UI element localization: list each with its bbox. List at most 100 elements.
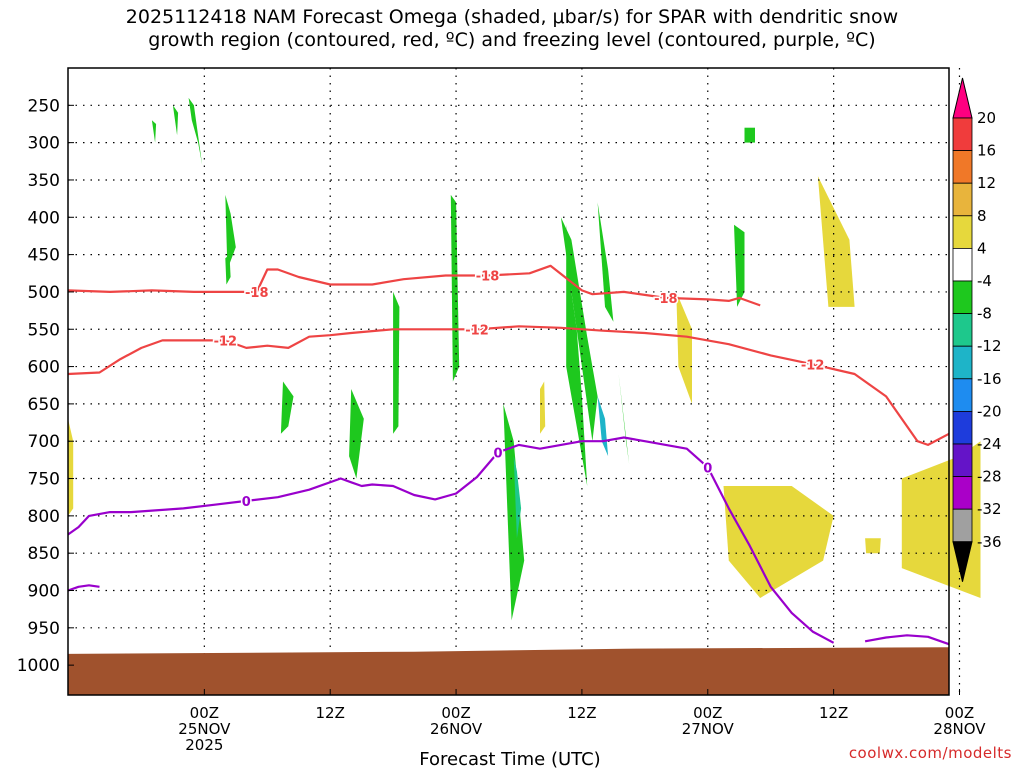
contour-label-0-0: -18: [245, 286, 269, 301]
omega-region-2: [172, 105, 179, 136]
contour-label-2-1: 0: [493, 446, 502, 461]
x-tick-label-1-1: 12Z: [316, 704, 345, 722]
x-tick-label-0-1: 00Z: [190, 704, 219, 722]
colorbar-swatch-8: [952, 345, 973, 380]
ground-surface: [68, 647, 949, 695]
colorbar-label-11: -28: [977, 468, 1002, 486]
contour-label-2-2: 0: [703, 461, 712, 476]
omega-region-15: [744, 127, 755, 143]
chart-title-line-1: 2025112418 NAM Forecast Omega (shaded, μ…: [125, 6, 899, 28]
y-tick-label-700: 700: [28, 432, 60, 452]
colorbar-label-8: -16: [977, 370, 1002, 388]
y-tick-label-350: 350: [28, 171, 60, 191]
omega-region-20: [817, 176, 855, 307]
colorbar-swatch-10: [952, 410, 973, 445]
y-tick-label-600: 600: [28, 358, 60, 378]
contour-line-0: [67, 264, 761, 307]
omega-region-6: [349, 389, 364, 479]
omega-region-4: [225, 194, 236, 270]
contour-line-1: [67, 325, 950, 446]
colorbar: 20 16 12 8 4 -4 -8 -12 -16 -20 -24 -28 -32 -36: [952, 77, 1002, 582]
contour-label-0-2: -18: [654, 292, 678, 307]
omega-region-1: [151, 120, 157, 143]
y-tick-label-500: 500: [28, 283, 60, 303]
colorbar-label-9: -20: [977, 402, 1002, 420]
chart-title: 2025112418 NAM Forecast Omega (shaded, μ…: [0, 6, 1024, 52]
contour-line-2: [67, 436, 835, 644]
contour-line-3: [67, 584, 100, 592]
contour-label-1-1: -12: [465, 323, 489, 338]
x-tick-label-6-2: 28NOV: [933, 720, 986, 738]
omega-region-18: [540, 381, 546, 434]
y-tick-label-550: 550: [28, 320, 60, 340]
contour-line-4: [864, 634, 950, 646]
colorbar-bottom-arrow: [952, 541, 973, 582]
colorbar-label-10: -24: [977, 435, 1002, 453]
x-tick-label-5-1: 12Z: [819, 704, 848, 722]
omega-region-24: [68, 418, 74, 516]
y-tick-label-800: 800: [28, 507, 60, 527]
y-tick-label-450: 450: [28, 246, 60, 266]
x-tick-label-2-1: 00Z: [441, 704, 470, 722]
colorbar-swatch-9: [952, 378, 973, 412]
omega-region-8: [450, 194, 460, 382]
x-tick-label-0-2: 25NOV: [178, 720, 231, 738]
y-tick-label-850: 850: [28, 544, 60, 564]
omega-region-21: [723, 486, 834, 598]
x-axis-label: Forecast Time (UTC): [419, 749, 600, 768]
plot-frame: [67, 67, 950, 696]
y-tick-label-300: 300: [28, 134, 60, 154]
colorbar-label-4: 4: [977, 239, 987, 257]
colorbar-swatch-11: [952, 443, 973, 477]
y-axis: 250 300 350 400 450 500 550 600 650 700 750 800 850 9…: [17, 96, 74, 676]
colorbar-swatch-1: [952, 117, 973, 151]
ground-fill: [68, 647, 949, 695]
colorbar-label-5: -4: [977, 272, 992, 290]
omega-region-5: [280, 381, 294, 434]
colorbar-label-12: -32: [977, 500, 1002, 518]
colorbar-label-3: 8: [977, 207, 987, 225]
colorbar-swatch-6: [952, 280, 973, 314]
colorbar-label-1: 16: [977, 142, 996, 160]
y-tick-label-900: 900: [28, 582, 60, 602]
omega-shaded-regions: [68, 97, 981, 621]
y-tick-label-400: 400: [28, 208, 60, 228]
omega-region-13: [618, 374, 630, 464]
omega-region-17: [597, 396, 609, 457]
x-tick-label-2-2: 26NOV: [430, 720, 483, 738]
y-tick-label-250: 250: [28, 96, 60, 116]
y-tick-label-950: 950: [28, 619, 60, 639]
x-tick-label-3-1: 12Z: [567, 704, 596, 722]
colorbar-label-13: -36: [977, 533, 1002, 551]
colorbar-top-arrow: [952, 77, 973, 119]
omega-region-14: [734, 224, 745, 307]
omega-region-16: [513, 456, 522, 539]
colorbar-swatch-5: [952, 247, 973, 282]
colorbar-swatch-7: [952, 313, 973, 347]
contour-label-1-2: -12: [801, 358, 825, 373]
colorbar-swatch-12: [952, 476, 973, 510]
watermark: coolwx.com/modelts: [848, 744, 1012, 762]
x-tick-label-6-1: 00Z: [945, 704, 974, 722]
omega-region-12: [597, 202, 614, 322]
omega-region-22: [865, 538, 881, 554]
x-tick-label-0-3: 2025: [185, 736, 223, 754]
y-tick-label-650: 650: [28, 395, 60, 415]
colorbar-label-0: 20: [977, 109, 996, 127]
contour-label-0-1: -18: [476, 270, 500, 285]
contour-label-2-0: 0: [242, 495, 251, 510]
contour-label-1-0: -12: [214, 334, 238, 349]
chart-title-line-2: growth region (contoured, red, ºC) and f…: [148, 29, 876, 51]
omega-region-7: [393, 291, 400, 434]
colorbar-swatch-4: [952, 215, 973, 249]
omega-region-19: [676, 291, 692, 404]
y-tick-label-750: 750: [28, 470, 60, 490]
x-tick-label-4-2: 27NOV: [682, 720, 735, 738]
x-tick-label-4-1: 00Z: [693, 704, 722, 722]
y-tick-label-1000: 1000: [17, 656, 60, 676]
temperature-contours: -18 -18 -18 -12 -12 -12 0 0 0: [67, 264, 950, 646]
colorbar-label-7: -12: [977, 337, 1002, 355]
colorbar-swatch-3: [952, 182, 973, 217]
